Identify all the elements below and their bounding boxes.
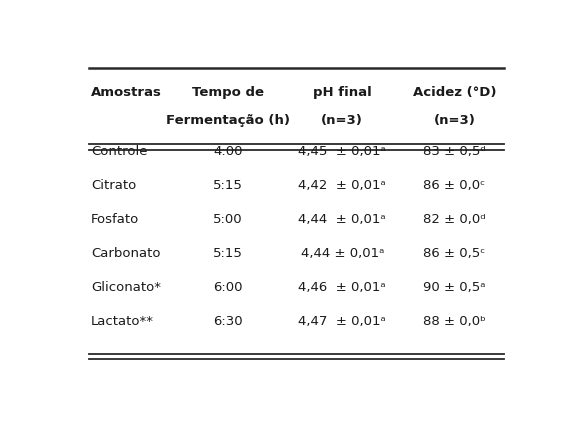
Text: Citrato: Citrato [91,179,136,192]
Text: Lactato**: Lactato** [91,315,154,328]
Text: Amostras: Amostras [91,86,162,99]
Text: 5:15: 5:15 [213,247,243,260]
Text: 5:00: 5:00 [213,213,243,226]
Text: 4,44 ± 0,01ᵃ: 4,44 ± 0,01ᵃ [300,247,384,260]
Text: Fosfato: Fosfato [91,213,140,226]
Text: 88 ± 0,0ᵇ: 88 ± 0,0ᵇ [423,315,486,328]
Text: 82 ± 0,0ᵈ: 82 ± 0,0ᵈ [423,213,486,226]
Text: 4,46  ± 0,01ᵃ: 4,46 ± 0,01ᵃ [299,281,386,294]
Text: 6:30: 6:30 [213,315,243,328]
Text: (n=3): (n=3) [433,114,475,127]
Text: Controle: Controle [91,146,148,158]
Text: 4,44  ± 0,01ᵃ: 4,44 ± 0,01ᵃ [299,213,386,226]
Text: 6:00: 6:00 [213,281,243,294]
Text: Acidez (°D): Acidez (°D) [413,86,496,99]
Text: 5:15: 5:15 [213,179,243,192]
Text: 4,42  ± 0,01ᵃ: 4,42 ± 0,01ᵃ [298,179,386,192]
Text: 86 ± 0,0ᶜ: 86 ± 0,0ᶜ [424,179,486,192]
Text: 4,45  ± 0,01ᵃ: 4,45 ± 0,01ᵃ [298,146,386,158]
Text: 4:00: 4:00 [213,146,243,158]
Text: Gliconato*: Gliconato* [91,281,161,294]
Text: Carbonato: Carbonato [91,247,161,260]
Text: 83 ± 0,5ᵈ: 83 ± 0,5ᵈ [423,146,486,158]
Text: (n=3): (n=3) [321,114,363,127]
Text: Tempo de: Tempo de [192,86,264,99]
Text: Fermentação (h): Fermentação (h) [166,114,290,127]
Text: 86 ± 0,5ᶜ: 86 ± 0,5ᶜ [423,247,486,260]
Text: pH final: pH final [313,86,372,99]
Text: 4,47  ± 0,01ᵃ: 4,47 ± 0,01ᵃ [298,315,386,328]
Text: 90 ± 0,5ᵃ: 90 ± 0,5ᵃ [423,281,486,294]
